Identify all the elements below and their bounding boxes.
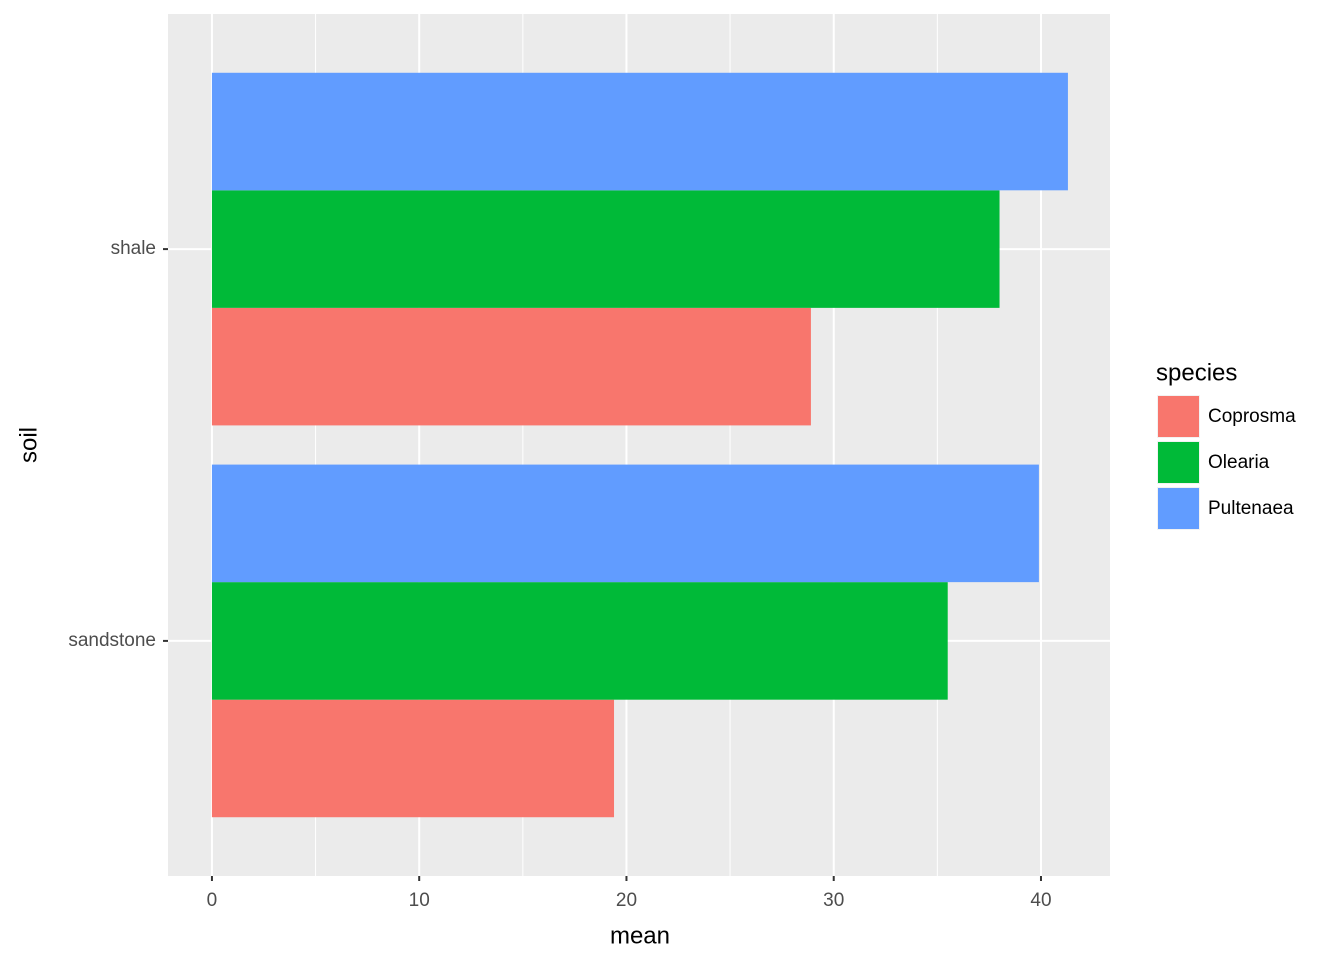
legend-label: Coprosma bbox=[1208, 406, 1296, 427]
y-tick-label: sandstone bbox=[68, 630, 156, 651]
legend-title: species bbox=[1156, 359, 1237, 386]
legend-label: Olearia bbox=[1208, 452, 1270, 473]
legend-swatch bbox=[1158, 488, 1199, 529]
x-tick-label: 10 bbox=[409, 890, 430, 911]
bar bbox=[211, 307, 811, 426]
legend-swatch bbox=[1158, 396, 1199, 437]
x-axis-title: mean bbox=[610, 922, 670, 949]
legend-swatch bbox=[1158, 442, 1199, 483]
bar bbox=[211, 72, 1068, 191]
x-tick-label: 40 bbox=[1030, 890, 1051, 911]
bar bbox=[211, 582, 948, 700]
bars bbox=[211, 72, 1068, 818]
y-tick-label: shale bbox=[111, 238, 156, 259]
y-axis-title: soil bbox=[15, 427, 42, 463]
x-tick-label: 0 bbox=[207, 890, 218, 911]
x-tick-label: 30 bbox=[823, 890, 844, 911]
legend-label: Pultenaea bbox=[1208, 498, 1294, 519]
bar bbox=[211, 464, 1039, 583]
bar bbox=[211, 190, 1000, 308]
x-tick-label: 20 bbox=[616, 890, 637, 911]
bar bbox=[211, 699, 615, 818]
